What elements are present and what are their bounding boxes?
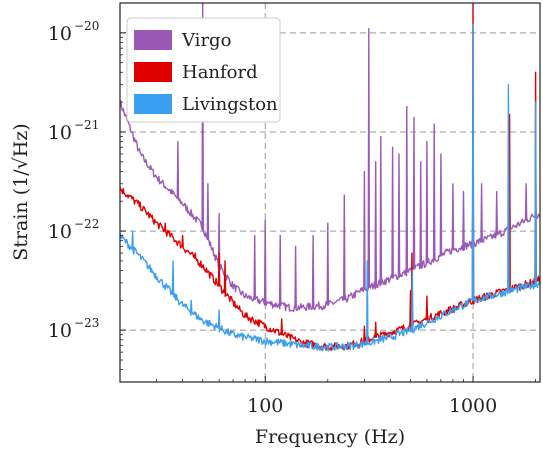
y-tick-label: 10 −20 bbox=[48, 19, 100, 45]
x-axis-title: Frequency (Hz) bbox=[255, 426, 405, 448]
legend-swatch-hanford bbox=[134, 62, 172, 82]
legend-label-virgo: Virgo bbox=[181, 30, 231, 51]
legend-label-livingston: Livingston bbox=[182, 94, 278, 115]
y-tick-exponent: −20 bbox=[74, 19, 99, 33]
y-tick-base: 10 bbox=[48, 320, 72, 342]
x-tick-label: 100 bbox=[247, 395, 283, 417]
y-tick-base: 10 bbox=[48, 23, 72, 45]
y-tick-base: 10 bbox=[48, 221, 72, 243]
y-tick-exponent: −23 bbox=[74, 316, 99, 330]
y-tick-base: 10 bbox=[48, 122, 72, 144]
y-tick-label: 10 −22 bbox=[48, 217, 100, 243]
legend-swatch-livingston bbox=[134, 94, 172, 114]
series-line-livingston bbox=[120, 24, 540, 352]
y-tick-label: 10 −23 bbox=[48, 316, 100, 342]
legend-label-hanford: Hanford bbox=[182, 62, 258, 83]
y-tick-label: 10 −21 bbox=[48, 118, 100, 144]
y-axis-title: Strain (1/√Hz) bbox=[10, 123, 32, 260]
y-tick-exponent: −22 bbox=[74, 217, 99, 231]
y-tick-exponent: −21 bbox=[74, 118, 99, 132]
series-layer bbox=[120, 3, 540, 352]
plot-frame bbox=[119, 2, 541, 383]
x-tick-label: 1000 bbox=[449, 395, 497, 417]
legend: Virgo Hanford Livingston bbox=[126, 17, 281, 123]
legend-swatch-virgo bbox=[134, 30, 172, 50]
